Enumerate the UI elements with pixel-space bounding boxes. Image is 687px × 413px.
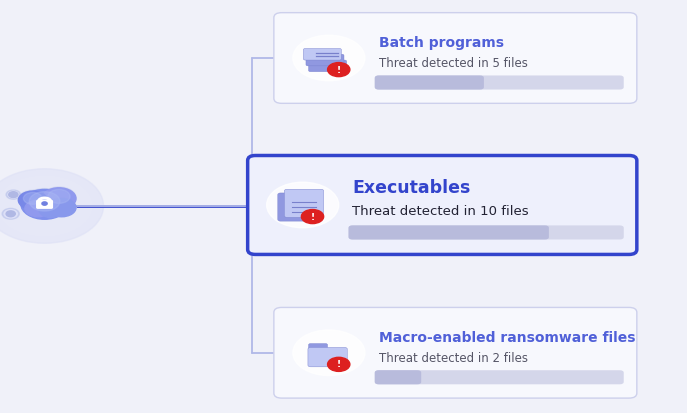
Circle shape: [293, 36, 365, 81]
FancyBboxPatch shape: [375, 370, 421, 385]
Text: Threat detected in 2 files: Threat detected in 2 files: [379, 351, 528, 364]
Text: !: !: [337, 360, 341, 368]
Circle shape: [42, 188, 76, 209]
Text: Macro-enabled ransomware files: Macro-enabled ransomware files: [379, 330, 635, 344]
FancyBboxPatch shape: [375, 76, 624, 90]
Circle shape: [39, 203, 63, 218]
Circle shape: [6, 211, 15, 217]
Circle shape: [19, 191, 47, 209]
Circle shape: [19, 192, 47, 210]
Circle shape: [9, 192, 18, 198]
Circle shape: [293, 330, 365, 376]
Text: Executables: Executables: [352, 179, 471, 197]
Circle shape: [39, 202, 63, 217]
Circle shape: [4, 210, 17, 218]
Circle shape: [2, 209, 19, 220]
Circle shape: [25, 201, 51, 217]
Circle shape: [23, 193, 42, 205]
Circle shape: [21, 190, 68, 220]
Text: !: !: [337, 66, 341, 74]
Circle shape: [328, 357, 350, 372]
Circle shape: [6, 191, 21, 200]
FancyBboxPatch shape: [348, 226, 549, 240]
FancyBboxPatch shape: [375, 76, 484, 90]
FancyBboxPatch shape: [348, 226, 624, 240]
FancyBboxPatch shape: [278, 193, 317, 221]
Circle shape: [30, 192, 60, 211]
FancyBboxPatch shape: [284, 190, 324, 218]
Circle shape: [8, 192, 19, 199]
Circle shape: [267, 183, 339, 228]
Circle shape: [21, 189, 68, 219]
FancyBboxPatch shape: [36, 200, 53, 209]
Circle shape: [302, 210, 324, 224]
Circle shape: [42, 202, 47, 206]
FancyBboxPatch shape: [308, 61, 347, 73]
FancyBboxPatch shape: [274, 14, 637, 104]
FancyBboxPatch shape: [308, 347, 347, 367]
FancyBboxPatch shape: [306, 55, 344, 66]
FancyBboxPatch shape: [274, 308, 637, 398]
FancyBboxPatch shape: [304, 49, 341, 61]
Text: Batch programs: Batch programs: [379, 36, 504, 50]
Circle shape: [47, 199, 76, 217]
Circle shape: [328, 63, 350, 78]
Circle shape: [47, 198, 76, 216]
Circle shape: [42, 188, 76, 210]
Text: !: !: [311, 212, 315, 221]
Circle shape: [0, 177, 92, 236]
Text: Threat detected in 10 files: Threat detected in 10 files: [352, 204, 529, 217]
Circle shape: [48, 190, 70, 204]
Text: Threat detected in 5 files: Threat detected in 5 files: [379, 57, 528, 70]
FancyBboxPatch shape: [308, 344, 328, 351]
Circle shape: [25, 200, 51, 216]
FancyBboxPatch shape: [247, 156, 637, 255]
FancyBboxPatch shape: [375, 370, 624, 385]
Circle shape: [0, 169, 104, 244]
